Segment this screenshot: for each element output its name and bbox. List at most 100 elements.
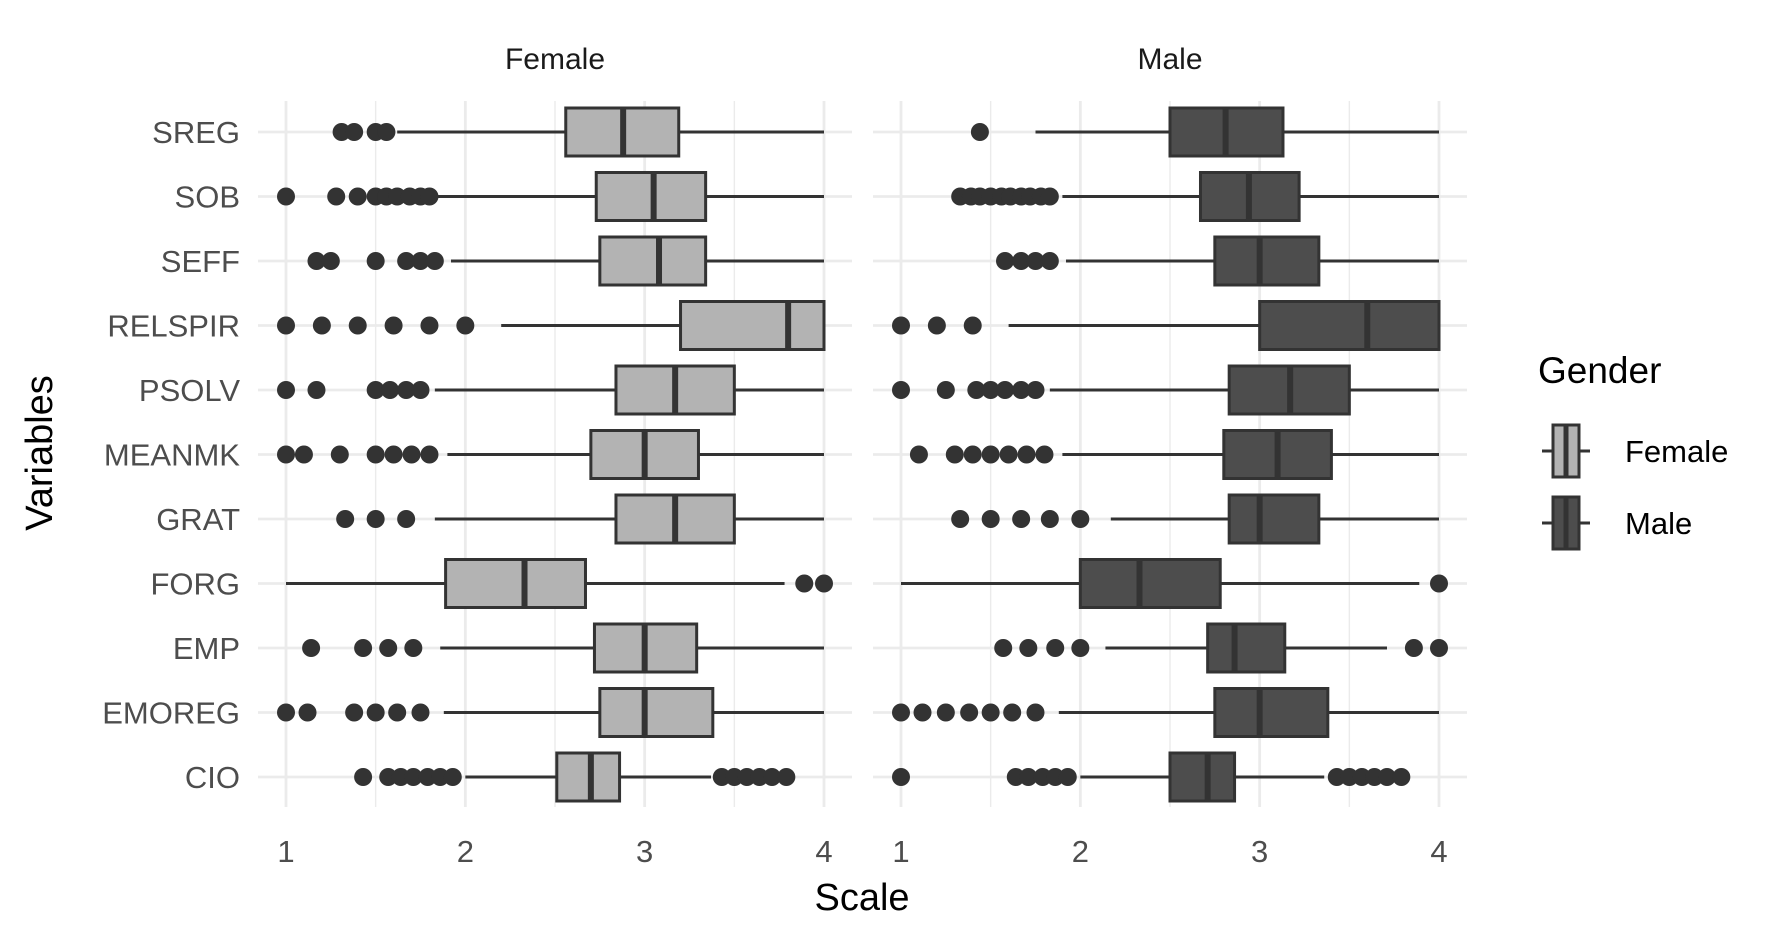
box-meanmk: [909, 429, 1439, 480]
x-axis-title: Scale: [814, 877, 909, 919]
outlier-point: [963, 316, 982, 335]
outlier-point: [815, 574, 833, 593]
box-forg: [286, 558, 833, 609]
box-emp: [994, 622, 1448, 674]
outlier-point: [1404, 639, 1423, 657]
outlier-point: [381, 381, 400, 399]
outlier-point: [750, 768, 769, 786]
box-relspir: [892, 300, 1441, 351]
box-psolv: [892, 364, 1439, 416]
box-meanmk: [277, 429, 824, 480]
outlier-point: [1340, 768, 1359, 786]
y-tick-label: PSOLV: [139, 373, 240, 408]
x-tick-label: 2: [1072, 834, 1089, 869]
outlier-point: [777, 768, 796, 786]
outlier-point: [1012, 510, 1031, 528]
outlier-point: [1377, 768, 1396, 786]
outlier-point: [420, 316, 439, 335]
outlier-point: [996, 252, 1015, 270]
y-tick-label: MEANMK: [104, 438, 240, 473]
outlier-point: [391, 768, 410, 786]
outlier-point: [388, 187, 407, 206]
outlier-point: [1058, 768, 1077, 786]
outlier-point: [1019, 768, 1038, 786]
outlier-point: [418, 768, 437, 786]
outlier-point: [366, 445, 385, 464]
outlier-point: [321, 252, 340, 270]
legend-label: Male: [1625, 506, 1692, 541]
outlier-point: [404, 639, 423, 657]
box-relspir: [277, 300, 826, 351]
outlier-point: [1026, 381, 1045, 399]
outlier-point: [1026, 703, 1045, 722]
outlier-point: [294, 445, 313, 464]
box-iqr: [1078, 558, 1222, 609]
outlier-point: [945, 445, 964, 464]
outlier-point: [892, 703, 910, 722]
outlier-point: [981, 445, 1000, 464]
outlier-point: [999, 445, 1018, 464]
outlier-point: [994, 639, 1013, 657]
outlier-point: [909, 445, 928, 464]
outlier-point: [456, 316, 475, 335]
outlier-point: [354, 768, 373, 786]
legend-key-male: [1542, 495, 1590, 551]
outlier-point: [970, 123, 989, 141]
y-tick-label: EMOREG: [102, 696, 240, 731]
legend: Gender Female Male: [1538, 350, 1728, 551]
outlier-point: [936, 381, 955, 399]
outlier-point: [332, 123, 351, 141]
outlier-point: [1040, 510, 1059, 528]
legend-title: Gender: [1538, 350, 1661, 391]
outlier-point: [302, 639, 321, 657]
y-tick-label: CIO: [185, 760, 240, 795]
outlier-point: [762, 768, 781, 786]
box-sob: [951, 171, 1439, 222]
outlier-point: [327, 187, 346, 206]
outlier-point: [1006, 768, 1025, 786]
outlier-point: [1365, 768, 1384, 786]
x-tick-label: 1: [892, 834, 909, 869]
box-sob: [277, 171, 824, 222]
outlier-point: [1071, 639, 1090, 657]
legend-key-female: [1542, 423, 1590, 479]
box-sreg: [332, 106, 824, 158]
y-tick-label: GRAT: [156, 502, 240, 537]
y-tick-label: SOB: [175, 180, 240, 215]
outlier-point: [725, 768, 744, 786]
outlier-point: [951, 510, 970, 528]
y-tick-label: EMP: [173, 631, 240, 666]
outlier-point: [348, 187, 367, 206]
x-tick-label: 4: [1430, 834, 1447, 869]
outlier-point: [298, 703, 317, 722]
outlier-point: [366, 252, 385, 270]
outlier-point: [913, 703, 932, 722]
outlier-point: [330, 445, 349, 464]
box-iqr: [679, 300, 826, 351]
outlier-point: [384, 445, 403, 464]
box-sreg: [970, 106, 1439, 158]
outlier-point: [1392, 768, 1411, 786]
outlier-point: [307, 252, 326, 270]
x-tick-label: 4: [815, 834, 832, 869]
outlier-point: [411, 381, 430, 399]
outlier-point: [312, 316, 331, 335]
outlier-point: [388, 703, 407, 722]
outlier-point: [1019, 639, 1038, 657]
box-iqr: [1213, 687, 1330, 738]
outlier-point: [307, 381, 326, 399]
panel-female: Female 1 2 3 4: [258, 43, 852, 869]
box-iqr: [1168, 751, 1237, 803]
outlier-point: [963, 445, 982, 464]
panel-title: Male: [1137, 43, 1202, 76]
box-emoreg: [892, 687, 1439, 738]
outlier-point: [1035, 445, 1054, 464]
outlier-point: [277, 445, 295, 464]
outlier-point: [737, 768, 756, 786]
box-grat: [336, 493, 824, 545]
outlier-point: [397, 510, 416, 528]
x-tick-label: 1: [277, 834, 294, 869]
outlier-point: [348, 316, 367, 335]
x-tick-label: 3: [636, 834, 653, 869]
box-iqr: [598, 687, 715, 738]
